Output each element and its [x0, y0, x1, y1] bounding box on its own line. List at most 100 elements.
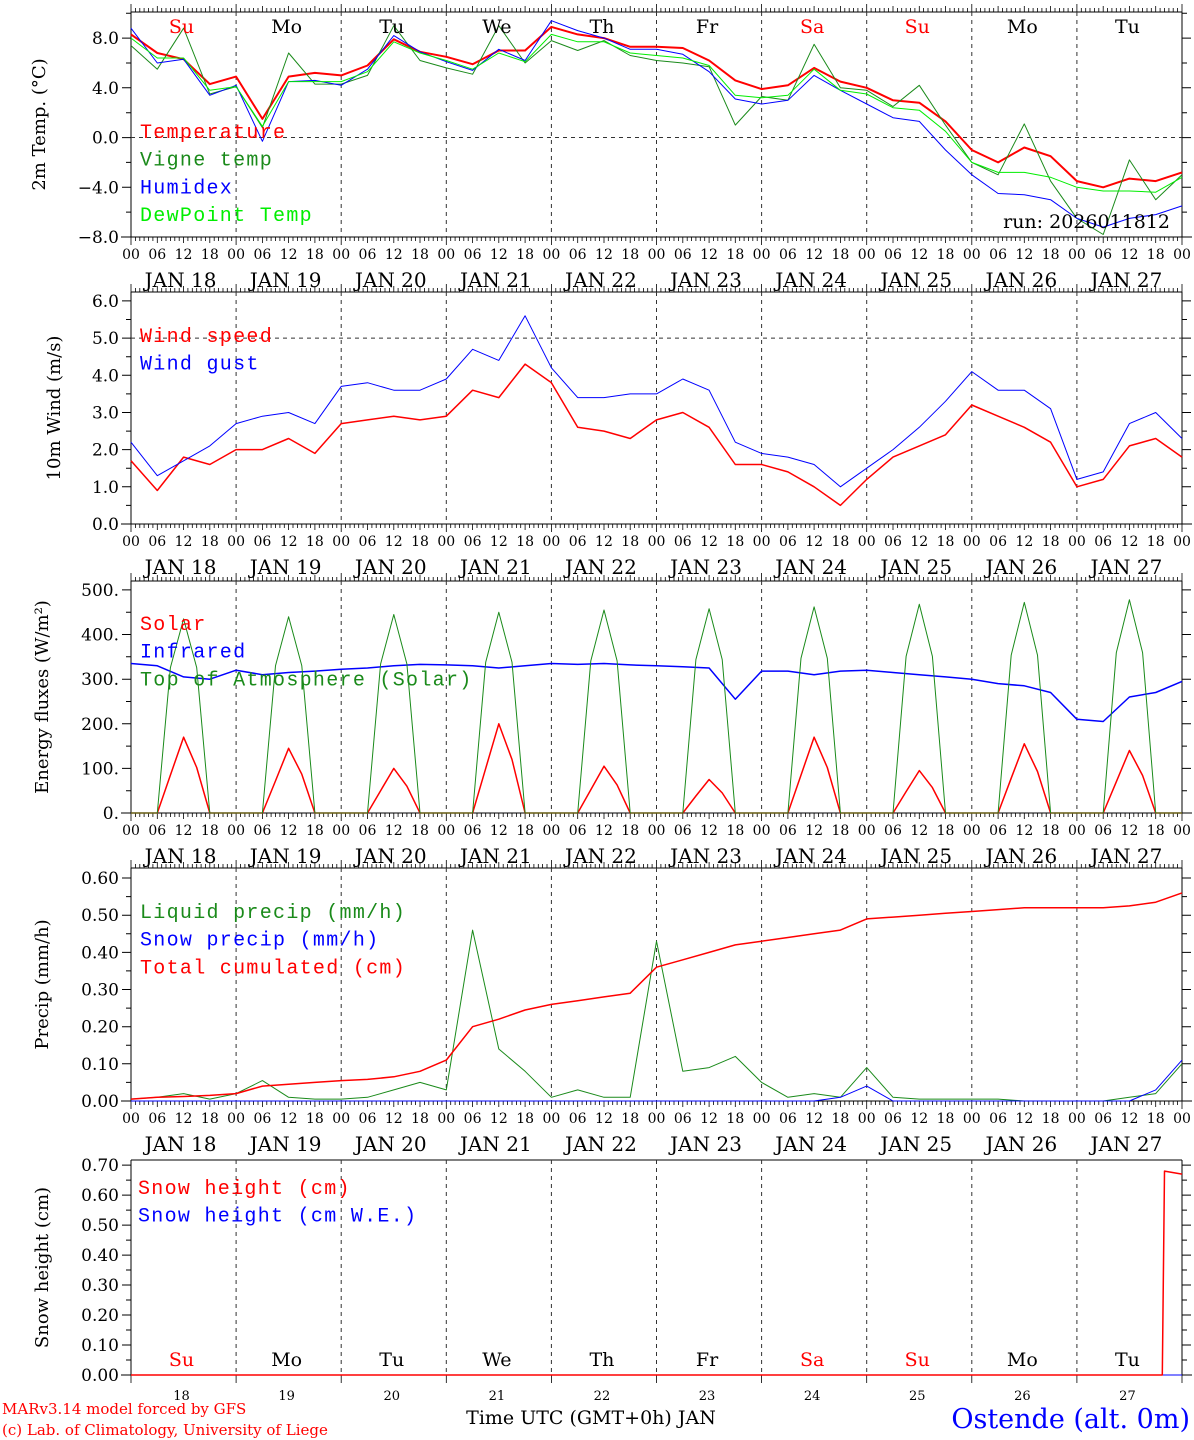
hour-tick-label: 00	[858, 534, 876, 550]
day-name-label: Tu	[379, 1349, 404, 1371]
day-name-label: Mo	[271, 16, 302, 38]
legend-entry: Snow precip (mm/h)	[140, 930, 379, 953]
y-axis-title: Energy fluxes (W/m²)	[32, 600, 53, 794]
hour-tick-label: 06	[779, 823, 797, 839]
hour-tick-label: 06	[148, 1111, 166, 1127]
hour-tick-label: 18	[201, 1111, 219, 1127]
series-temperature	[130, 25, 1183, 189]
date-number-label: 20	[383, 1389, 400, 1404]
hour-tick-label: 18	[726, 247, 744, 263]
date-label: JAN 25	[878, 555, 952, 579]
series-dewpoint-temp	[130, 33, 1183, 193]
hour-tick-label: 18	[201, 247, 219, 263]
hour-tick-label: 12	[490, 247, 508, 263]
series-top-of-atmosphere-solar	[131, 599, 1182, 814]
hour-tick-label: 12	[805, 247, 823, 263]
legend-entry: Snow height (cm W.E.)	[138, 1206, 417, 1229]
hour-tick-label: 12	[805, 534, 823, 550]
date-label: JAN 18	[143, 1132, 217, 1156]
y-tick-label: 0.30	[81, 981, 119, 1001]
day-name-label: Tu	[1115, 16, 1140, 38]
hour-tick-label: 00	[1068, 534, 1086, 550]
day-name-label: Su	[169, 1349, 194, 1371]
hour-tick-label: 12	[910, 823, 928, 839]
day-name-label: We	[482, 16, 511, 38]
y-tick-label: 0.0	[92, 515, 119, 535]
hour-tick-label: 06	[464, 534, 482, 550]
hour-tick-label: 00	[122, 823, 140, 839]
day-name-label: Fr	[696, 16, 719, 38]
hour-tick-label: 00	[122, 247, 140, 263]
date-label: JAN 20	[353, 555, 427, 579]
series-liquid-precip-mm-h	[130, 929, 1183, 1102]
day-name-label: Su	[905, 1349, 930, 1371]
y-tick-label: 0.20	[81, 1306, 119, 1326]
hour-tick-label: 00	[648, 247, 666, 263]
date-label: JAN 24	[773, 555, 847, 579]
legend-entry: Temperature	[140, 122, 286, 145]
hour-tick-label: 06	[569, 247, 587, 263]
day-name-label: Mo	[271, 1349, 302, 1371]
hour-tick-label: 18	[832, 534, 850, 550]
y-axis-title: 10m Wind (m/s)	[44, 336, 65, 481]
date-number-label: 27	[1119, 1389, 1136, 1404]
hour-tick-label: 06	[148, 823, 166, 839]
hour-tick-label: 12	[700, 823, 718, 839]
date-label: JAN 19	[248, 555, 322, 579]
hour-tick-label: 06	[674, 1111, 692, 1127]
day-name-label: We	[482, 1349, 511, 1371]
y-tick-marks	[122, 877, 1191, 1102]
hour-tick-label: 12	[805, 1111, 823, 1127]
legend-entry: Liquid precip (mm/h)	[140, 902, 406, 925]
run-label: run: 2026011812	[1003, 211, 1170, 233]
day-name-label: Su	[905, 16, 930, 38]
hour-tick-label: 00	[858, 1111, 876, 1127]
y-tick-label: −4.0	[78, 178, 119, 198]
hour-tick-label: 06	[989, 1111, 1007, 1127]
x-axis-title: Time UTC (GMT+0h) JAN	[466, 1407, 716, 1429]
hour-tick-label: 06	[884, 534, 902, 550]
hour-tick-label: 18	[516, 247, 534, 263]
y-tick-label: 0.00	[81, 1366, 119, 1386]
hour-tick-label: 12	[175, 823, 193, 839]
panel-4: 0.00 0.10 0.20 0.30 0.40 0.50 0.60 Precip (mm/h…	[32, 860, 1192, 1156]
hour-tick-label: 18	[306, 534, 324, 550]
hour-tick-label: 00	[227, 823, 245, 839]
hour-tick-label: 00	[648, 1111, 666, 1127]
hour-tick-label: 18	[306, 247, 324, 263]
hour-tick-label: 06	[884, 823, 902, 839]
hour-tick-label: 06	[359, 823, 377, 839]
hour-tick-label: 12	[280, 534, 298, 550]
day-name-label: Sa	[800, 16, 824, 38]
hour-tick-label: 12	[595, 534, 613, 550]
date-label: JAN 19	[248, 1132, 322, 1156]
hour-tick-label: 18	[832, 1111, 850, 1127]
series-snow-height-cm	[131, 1170, 1183, 1376]
hour-tick-label: 18	[726, 1111, 744, 1127]
hour-tick-label: 06	[464, 823, 482, 839]
hour-tick-label: 18	[516, 823, 534, 839]
hour-tick-label: 18	[201, 534, 219, 550]
hour-tick-label: 06	[569, 1111, 587, 1127]
legend-entry: Wind gust	[140, 354, 260, 377]
y-tick-marks	[122, 12, 1191, 238]
hour-tick-label: 06	[569, 534, 587, 550]
legend-entry: Wind speed	[140, 326, 273, 349]
date-label: JAN 27	[1089, 1132, 1163, 1156]
hour-tick-label: 18	[1042, 534, 1060, 550]
hour-tick-label: 18	[621, 823, 639, 839]
date-number-label: 26	[1014, 1389, 1031, 1404]
day-name-label: Sa	[800, 1349, 824, 1371]
hour-tick-label: 12	[280, 247, 298, 263]
x-tick-marks	[130, 573, 1183, 821]
hour-tick-label: 12	[595, 1111, 613, 1127]
panel-1: −8.0 −4.0 0.0 4.0 8.0 2m Temp. (°C) Temperatur…	[29, 4, 1192, 292]
hour-tick-label: 06	[779, 1111, 797, 1127]
hour-tick-label: 18	[621, 247, 639, 263]
hour-tick-label: 12	[175, 1111, 193, 1127]
hour-tick-label: 18	[411, 534, 429, 550]
y-tick-label: 0.70	[81, 1156, 119, 1176]
hour-tick-label: 12	[175, 534, 193, 550]
hour-tick-label: 06	[148, 534, 166, 550]
hour-tick-label: 12	[1015, 247, 1033, 263]
